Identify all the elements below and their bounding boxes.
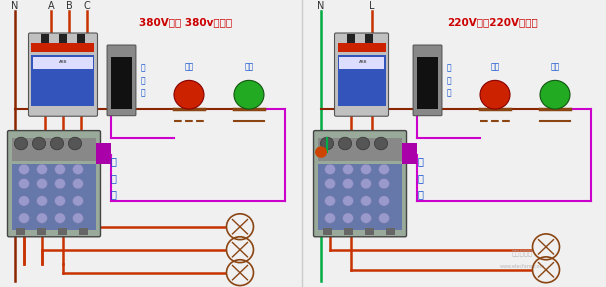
Text: 断
路
器: 断 路 器 bbox=[447, 63, 451, 97]
Circle shape bbox=[342, 179, 353, 189]
Text: B: B bbox=[65, 1, 72, 11]
Circle shape bbox=[379, 213, 390, 223]
Text: 380V电源 380v接触器: 380V电源 380v接触器 bbox=[139, 17, 233, 27]
Bar bbox=[59, 228, 67, 235]
Circle shape bbox=[325, 179, 336, 189]
Bar bbox=[32, 55, 95, 106]
Circle shape bbox=[55, 213, 65, 223]
Circle shape bbox=[68, 137, 82, 150]
Bar bbox=[347, 34, 355, 43]
Text: ABB: ABB bbox=[359, 60, 367, 64]
Circle shape bbox=[325, 213, 336, 223]
Bar bbox=[38, 228, 47, 235]
Circle shape bbox=[19, 213, 30, 223]
Bar bbox=[96, 144, 111, 164]
Circle shape bbox=[356, 137, 370, 150]
Circle shape bbox=[338, 137, 351, 150]
Bar bbox=[365, 228, 373, 235]
Bar bbox=[338, 43, 385, 52]
Text: 启动: 启动 bbox=[244, 63, 253, 72]
Circle shape bbox=[234, 80, 264, 109]
Bar bbox=[339, 57, 384, 69]
Text: C: C bbox=[84, 1, 90, 11]
Text: L: L bbox=[369, 1, 375, 11]
Bar bbox=[417, 57, 438, 109]
Circle shape bbox=[174, 80, 204, 109]
Circle shape bbox=[321, 137, 334, 150]
Text: ABB: ABB bbox=[59, 60, 67, 64]
Text: 220V电源220V接触器: 220V电源220V接触器 bbox=[447, 17, 538, 27]
Bar bbox=[16, 228, 25, 235]
Circle shape bbox=[379, 164, 390, 174]
Bar bbox=[365, 34, 373, 43]
FancyBboxPatch shape bbox=[28, 33, 98, 116]
Bar bbox=[33, 57, 93, 69]
Circle shape bbox=[361, 164, 371, 174]
Circle shape bbox=[342, 213, 353, 223]
Text: N: N bbox=[318, 1, 325, 11]
Circle shape bbox=[50, 137, 64, 150]
Bar bbox=[12, 138, 96, 161]
Text: 断
路
器: 断 路 器 bbox=[141, 63, 145, 97]
Circle shape bbox=[73, 179, 84, 189]
FancyBboxPatch shape bbox=[335, 33, 388, 116]
Circle shape bbox=[325, 164, 336, 174]
Bar bbox=[111, 57, 132, 109]
Circle shape bbox=[55, 164, 65, 174]
Circle shape bbox=[540, 80, 570, 109]
Circle shape bbox=[32, 137, 45, 150]
Bar bbox=[32, 43, 95, 52]
Bar bbox=[385, 228, 395, 235]
Text: 停止: 停止 bbox=[490, 63, 499, 72]
Circle shape bbox=[36, 196, 47, 206]
Circle shape bbox=[379, 179, 390, 189]
Bar bbox=[322, 228, 331, 235]
Text: 接
触
器: 接 触 器 bbox=[111, 156, 117, 199]
Circle shape bbox=[36, 213, 47, 223]
Circle shape bbox=[325, 196, 336, 206]
Circle shape bbox=[361, 213, 371, 223]
Circle shape bbox=[73, 164, 84, 174]
Circle shape bbox=[36, 164, 47, 174]
Bar bbox=[318, 138, 402, 161]
Circle shape bbox=[19, 164, 30, 174]
Circle shape bbox=[55, 196, 65, 206]
Text: N: N bbox=[12, 1, 19, 11]
Circle shape bbox=[19, 196, 30, 206]
Bar bbox=[41, 34, 48, 43]
Bar bbox=[59, 34, 67, 43]
Circle shape bbox=[379, 196, 390, 206]
Bar bbox=[318, 164, 402, 230]
FancyBboxPatch shape bbox=[7, 131, 101, 237]
Circle shape bbox=[73, 213, 84, 223]
Text: www.elecfans.com: www.elecfans.com bbox=[499, 264, 545, 269]
Circle shape bbox=[15, 137, 28, 150]
Text: 电子发烧友: 电子发烧友 bbox=[511, 249, 533, 256]
FancyBboxPatch shape bbox=[107, 45, 136, 116]
Circle shape bbox=[361, 179, 371, 189]
Circle shape bbox=[36, 179, 47, 189]
Circle shape bbox=[480, 80, 510, 109]
Circle shape bbox=[315, 146, 327, 158]
Circle shape bbox=[73, 196, 84, 206]
Bar bbox=[344, 228, 353, 235]
FancyBboxPatch shape bbox=[313, 131, 407, 237]
Circle shape bbox=[375, 137, 388, 150]
Circle shape bbox=[19, 179, 30, 189]
Text: 接
触
器: 接 触 器 bbox=[417, 156, 423, 199]
Circle shape bbox=[342, 196, 353, 206]
Text: 停止: 停止 bbox=[184, 63, 193, 72]
Circle shape bbox=[361, 196, 371, 206]
Bar bbox=[402, 144, 417, 164]
FancyBboxPatch shape bbox=[413, 45, 442, 116]
Text: A: A bbox=[48, 1, 55, 11]
Bar bbox=[78, 34, 85, 43]
Bar bbox=[338, 55, 385, 106]
Text: 启动: 启动 bbox=[550, 63, 559, 72]
Circle shape bbox=[342, 164, 353, 174]
Circle shape bbox=[55, 179, 65, 189]
Bar bbox=[79, 228, 88, 235]
Bar bbox=[12, 164, 96, 230]
